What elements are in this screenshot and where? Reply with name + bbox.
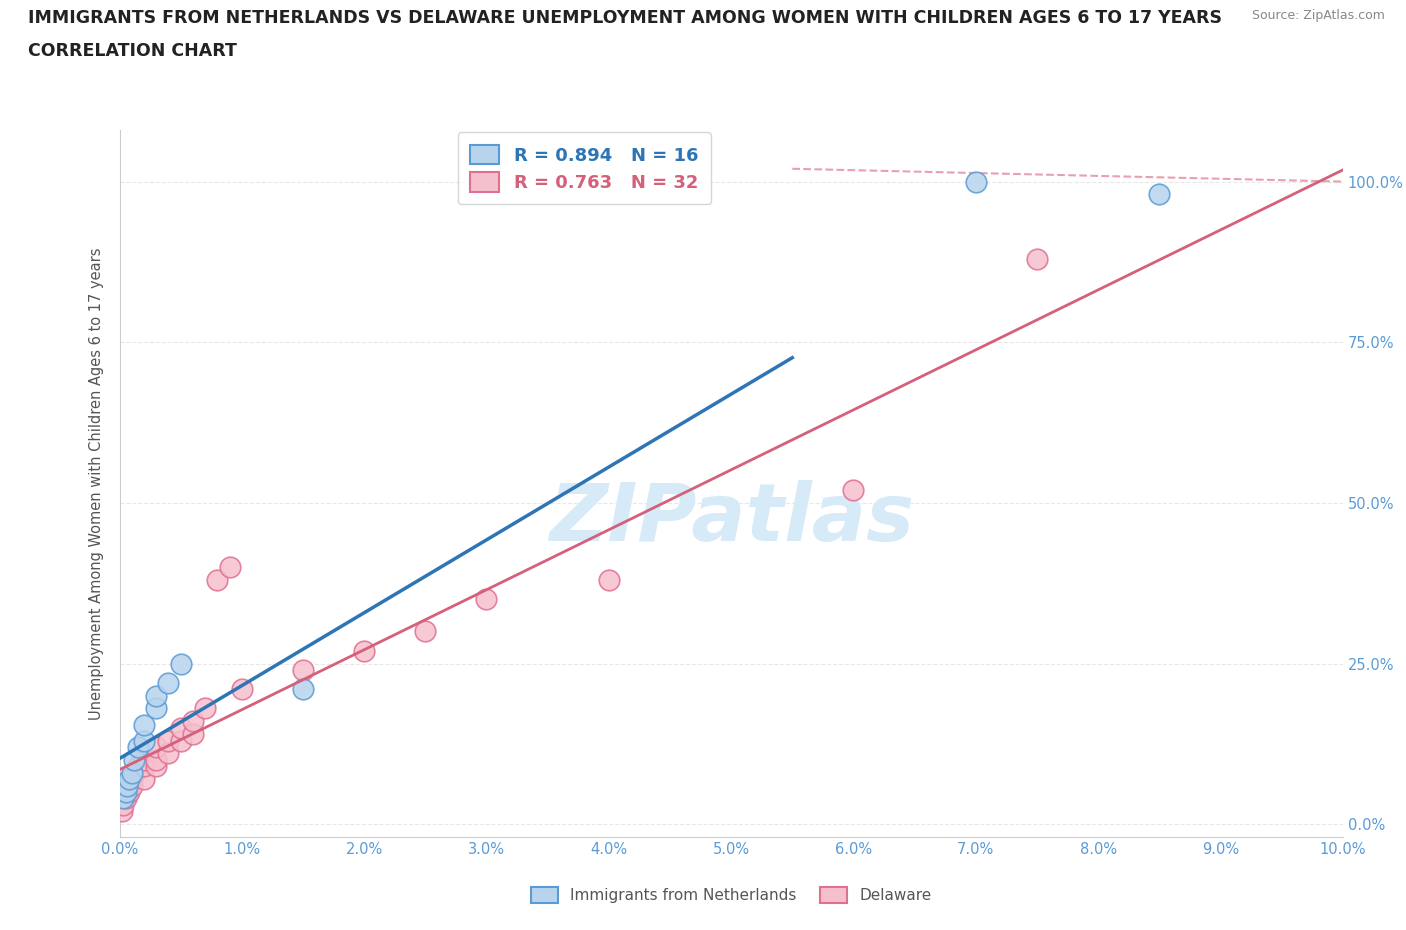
- Point: [218, 560, 240, 575]
- Text: CORRELATION CHART: CORRELATION CHART: [28, 42, 238, 60]
- Point: [114, 791, 136, 806]
- Y-axis label: Unemployment Among Women with Children Ages 6 to 17 years: Unemployment Among Women with Children A…: [89, 247, 104, 720]
- Point: [145, 688, 167, 703]
- Point: [145, 759, 167, 774]
- Point: [1026, 251, 1049, 266]
- Point: [115, 778, 138, 793]
- Point: [169, 721, 191, 736]
- Point: [121, 772, 143, 787]
- Text: ZIPatlas: ZIPatlas: [548, 480, 914, 558]
- Point: [114, 785, 136, 800]
- Point: [122, 765, 145, 780]
- Point: [169, 656, 191, 671]
- Point: [353, 644, 375, 658]
- Point: [145, 701, 167, 716]
- Point: [115, 785, 138, 800]
- Point: [118, 785, 141, 800]
- Text: IMMIGRANTS FROM NETHERLANDS VS DELAWARE UNEMPLOYMENT AMONG WOMEN WITH CHILDREN A: IMMIGRANTS FROM NETHERLANDS VS DELAWARE …: [28, 9, 1222, 27]
- Point: [132, 752, 155, 767]
- Point: [121, 765, 143, 780]
- Point: [118, 772, 141, 787]
- Point: [127, 739, 149, 754]
- Point: [169, 733, 191, 748]
- Point: [157, 733, 180, 748]
- Point: [132, 772, 155, 787]
- Text: Source: ZipAtlas.com: Source: ZipAtlas.com: [1251, 9, 1385, 22]
- Point: [112, 791, 135, 806]
- Point: [121, 778, 143, 793]
- Point: [157, 746, 180, 761]
- Point: [132, 759, 155, 774]
- Point: [194, 701, 217, 716]
- Point: [598, 573, 620, 588]
- Point: [292, 662, 315, 677]
- Legend: Immigrants from Netherlands, Delaware: Immigrants from Netherlands, Delaware: [523, 880, 939, 910]
- Point: [181, 726, 204, 741]
- Point: [207, 573, 229, 588]
- Point: [112, 797, 135, 812]
- Point: [181, 714, 204, 729]
- Point: [965, 174, 987, 189]
- Point: [111, 804, 134, 818]
- Point: [475, 591, 498, 606]
- Point: [122, 752, 145, 767]
- Point: [132, 717, 155, 732]
- Point: [157, 675, 180, 690]
- Point: [145, 739, 167, 754]
- Point: [132, 733, 155, 748]
- Point: [292, 682, 315, 697]
- Point: [1149, 187, 1171, 202]
- Point: [231, 682, 253, 697]
- Point: [127, 759, 149, 774]
- Point: [842, 483, 865, 498]
- Point: [413, 624, 436, 639]
- Point: [145, 752, 167, 767]
